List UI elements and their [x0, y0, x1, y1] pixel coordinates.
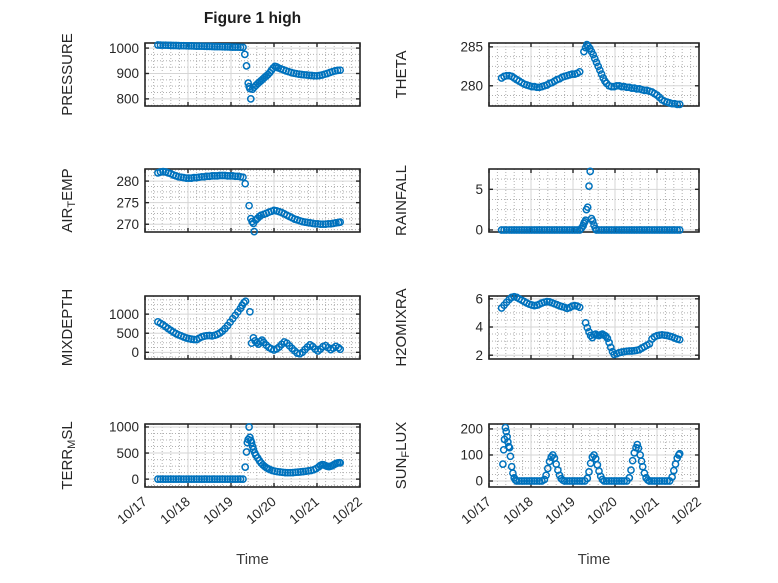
figure-title: Figure 1 high [203, 10, 302, 27]
x-tick-labels: 10/17 10/18 10/19 10/20 10/21 10/22 [458, 494, 704, 527]
scatter-points [154, 41, 345, 103]
scatter-points [154, 423, 345, 483]
y-axis-label: SUNFLUX [393, 422, 412, 490]
svg-text:10/18: 10/18 [500, 494, 536, 527]
scatter-points [154, 167, 345, 236]
svg-text:1000: 1000 [109, 420, 139, 435]
svg-text:900: 900 [116, 66, 139, 81]
axes-box [144, 168, 361, 233]
y-axis-label: AIRTEMP [59, 168, 78, 232]
y-tick-labels: 0 500 1000 [109, 307, 139, 360]
x-axis-label-left: Time [236, 551, 269, 568]
axes-box [488, 42, 700, 107]
svg-text:10/22: 10/22 [668, 494, 704, 527]
y-tick-labels: 2 4 6 [475, 292, 483, 363]
svg-text:10/21: 10/21 [626, 494, 662, 527]
svg-text:270: 270 [116, 217, 139, 232]
svg-text:800: 800 [116, 92, 139, 107]
svg-text:0: 0 [475, 474, 483, 489]
svg-text:0: 0 [131, 345, 139, 360]
tick-marks [144, 424, 361, 487]
svg-text:10/17: 10/17 [114, 494, 150, 527]
scatter-points [497, 40, 684, 109]
tick-marks [488, 424, 700, 487]
y-axis-label: PRESSURE [59, 33, 76, 116]
svg-text:0: 0 [475, 223, 483, 238]
y-axis-label: RAINFALL [393, 165, 410, 236]
scatter-points [154, 297, 345, 358]
axes-box [144, 42, 361, 107]
svg-text:4: 4 [475, 320, 483, 335]
scatter-points [497, 167, 684, 234]
y-axis-label: MIXDEPTH [59, 289, 76, 367]
svg-text:10/17: 10/17 [458, 494, 494, 527]
svg-text:1000: 1000 [109, 307, 139, 322]
y-tick-labels: 0 500 1000 [109, 420, 139, 487]
svg-text:1000: 1000 [109, 41, 139, 56]
y-tick-labels: 280 285 [460, 40, 483, 94]
subplot-terr-msl: 0 500 1000 TERRMSL 10/17 10/18 10/19 10/20 10/21… [59, 420, 365, 527]
y-axis-label: TERRMSL [59, 421, 78, 489]
svg-text:10/19: 10/19 [200, 494, 236, 527]
tick-marks [488, 43, 700, 106]
subplot-h2omixra: 2 4 6 H2OMIXRA [393, 288, 700, 367]
svg-text:280: 280 [116, 174, 139, 189]
subplot-mixdepth: 0 500 1000 MIXDEPTH [59, 289, 361, 367]
svg-text:0: 0 [131, 472, 139, 487]
svg-text:10/20: 10/20 [243, 494, 279, 527]
svg-text:500: 500 [116, 326, 139, 341]
svg-text:280: 280 [460, 79, 483, 94]
svg-text:10/21: 10/21 [286, 494, 322, 527]
svg-text:10/22: 10/22 [329, 494, 365, 527]
svg-text:275: 275 [116, 195, 139, 210]
svg-text:100: 100 [460, 448, 483, 463]
scatter-points [499, 423, 684, 485]
tick-marks [144, 296, 361, 359]
svg-text:10/20: 10/20 [584, 494, 620, 527]
svg-text:285: 285 [460, 40, 483, 55]
subplot-pressure: 800 900 1000 PRESSURE [59, 33, 361, 116]
svg-text:500: 500 [116, 446, 139, 461]
x-axis-label-right: Time [577, 551, 611, 568]
y-tick-labels: 0 100 200 [460, 422, 483, 489]
axes-box [144, 423, 361, 488]
axes-box [144, 295, 361, 360]
y-axis-label: THETA [393, 50, 410, 98]
svg-text:200: 200 [460, 422, 483, 437]
y-axis-label: H2OMIXRA [393, 288, 410, 366]
x-tick-labels: 10/17 10/18 10/19 10/20 10/21 10/22 [114, 494, 365, 527]
svg-text:10/18: 10/18 [157, 494, 193, 527]
svg-text:5: 5 [475, 182, 483, 197]
y-tick-labels: 800 900 1000 [109, 41, 139, 107]
y-tick-labels: 270 275 280 [116, 174, 139, 232]
subplot-theta: 280 285 THETA [393, 40, 700, 109]
subplot-air-temp: 270 275 280 AIRTEMP [59, 167, 361, 236]
scatter-points [497, 292, 684, 359]
svg-text:2: 2 [475, 348, 483, 363]
svg-text:10/19: 10/19 [542, 494, 578, 527]
subplot-sun-flux: 0 100 200 SUNFLUX 10/17 10/18 10/19 10/20 10/21 1… [393, 422, 704, 527]
svg-text:6: 6 [475, 292, 483, 307]
tick-marks [144, 169, 361, 232]
y-tick-labels: 05 [475, 182, 483, 238]
